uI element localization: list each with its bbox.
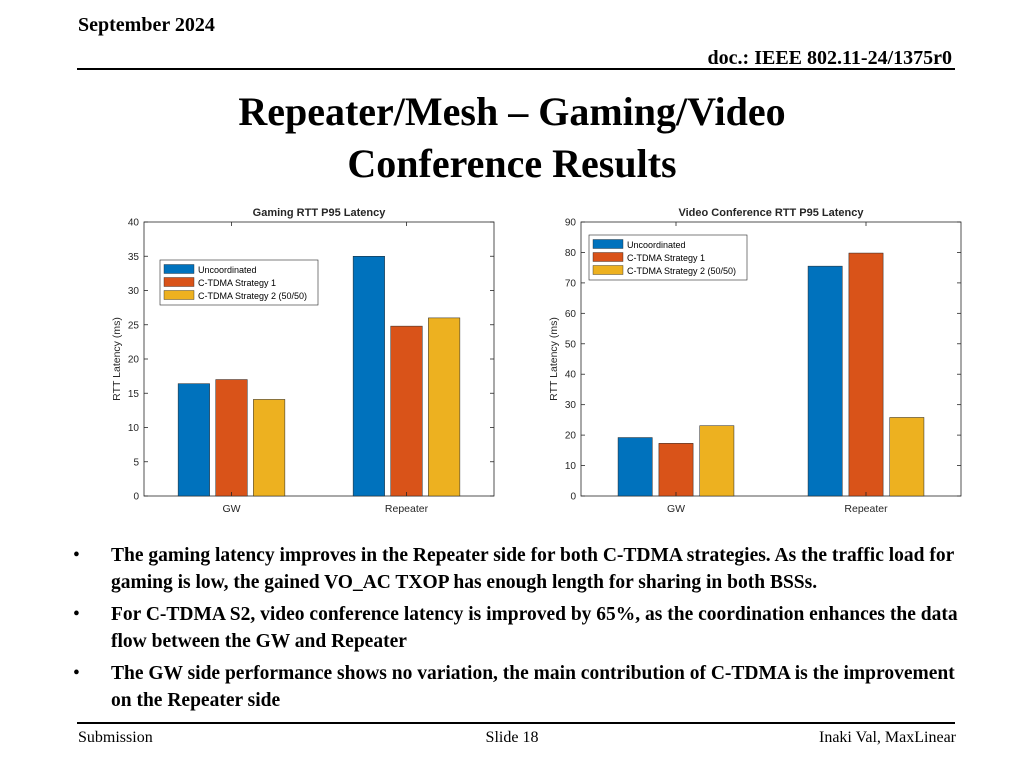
legend-label: C-TDMA Strategy 1 — [198, 278, 276, 288]
y-tick-label: 35 — [128, 252, 140, 263]
y-tick-label: 0 — [570, 492, 576, 503]
legend-swatch — [592, 252, 624, 262]
footer-submission: Submission — [78, 729, 153, 746]
legend-label: C-TDMA Strategy 2 (50/50) — [627, 266, 736, 276]
y-axis-label: RTT Latency (ms) — [111, 317, 123, 401]
bar-c-tdma-strategy-1-gw — [215, 379, 248, 497]
y-tick-label: 40 — [128, 218, 140, 229]
y-axis-label: RTT Latency (ms) — [548, 317, 560, 401]
bar-c-tdma-strategy-2-50-50--gw — [253, 399, 286, 497]
y-tick-label: 60 — [565, 309, 577, 320]
bullet-symbol: • — [73, 663, 80, 684]
video-conference-latency-chart: Video Conference RTT P95 Latency 0 10 20 30 4… — [543, 200, 963, 520]
header-rule — [77, 68, 955, 70]
results-bullet-list: • The gaming latency improves in the Repe… — [73, 542, 973, 719]
bullet-text: The GW side performance shows no variati… — [111, 663, 955, 711]
slide-title-line-2: Conference Results — [347, 141, 677, 186]
legend-label: Uncoordinated — [627, 240, 686, 250]
y-tick-label: 70 — [565, 278, 577, 289]
footer-author: Inaki Val, MaxLinear — [819, 729, 956, 746]
y-tick-label: 10 — [565, 461, 577, 472]
y-tick-label: 15 — [128, 389, 140, 400]
bar-c-tdma-strategy-1-gw — [658, 443, 694, 497]
bullet-text: The gaming latency improves in the Repea… — [111, 545, 954, 593]
footer-rule — [77, 722, 955, 724]
legend-swatch — [592, 239, 624, 249]
video-conference-latency-chart-svg: Video Conference RTT P95 Latency 0 10 20 30 4… — [548, 207, 962, 515]
bullet-item: • The gaming latency improves in the Repe… — [73, 542, 973, 596]
bar-c-tdma-strategy-2-50-50--repeater — [428, 317, 461, 497]
y-tick-label: 5 — [133, 457, 139, 468]
x-tick-label: GW — [222, 503, 240, 515]
bar-uncoordinated-repeater — [807, 265, 843, 497]
y-tick-label: 30 — [128, 286, 140, 297]
bullet-item: • For C-TDMA S2, video conference latency… — [73, 601, 973, 655]
legend-swatch — [592, 265, 624, 275]
y-tick-label: 10 — [128, 423, 140, 434]
y-tick-label: 50 — [565, 339, 577, 350]
gaming-latency-chart-svg: Gaming RTT P95 Latency 0 5 10 15 20 25 30 35 40 RT… — [111, 207, 495, 515]
y-tick-label: 80 — [565, 248, 577, 259]
y-tick-label: 25 — [128, 320, 140, 331]
gaming-latency-chart: Gaming RTT P95 Latency 0 5 10 15 20 25 30 35 40 RT… — [106, 200, 496, 520]
bar-c-tdma-strategy-2-50-50--repeater — [889, 417, 925, 497]
y-tick-label: 30 — [565, 400, 577, 411]
legend-swatch — [163, 290, 195, 300]
bar-uncoordinated-gw — [177, 383, 210, 497]
slide-title-line-1: Repeater/Mesh – Gaming/Video — [238, 89, 786, 134]
x-tick-label: Repeater — [385, 503, 429, 515]
bullet-text: For C-TDMA S2, video conference latency … — [111, 604, 958, 652]
header-doc-id: doc.: IEEE 802.11-24/1375r0 — [707, 47, 952, 69]
bar-uncoordinated-repeater — [352, 256, 385, 497]
y-tick-label: 20 — [128, 355, 140, 366]
bar-c-tdma-strategy-2-50-50--gw — [699, 425, 735, 497]
slide-title: Repeater/Mesh – Gaming/Video Conference … — [0, 86, 1024, 190]
legend-label: Uncoordinated — [198, 265, 257, 275]
legend-label: C-TDMA Strategy 2 (50/50) — [198, 291, 307, 301]
chart-title: Video Conference RTT P95 Latency — [678, 207, 864, 219]
bullet-symbol: • — [73, 604, 80, 625]
legend-swatch — [163, 264, 195, 274]
y-tick-label: 90 — [565, 218, 577, 229]
bullet-item: • The GW side performance shows no variat… — [73, 660, 973, 714]
bullet-symbol: • — [73, 545, 80, 566]
y-tick-label: 40 — [565, 370, 577, 381]
bar-uncoordinated-gw — [617, 437, 653, 497]
y-tick-label: 0 — [133, 492, 139, 503]
x-tick-label: GW — [667, 503, 685, 515]
chart-title: Gaming RTT P95 Latency — [253, 207, 387, 219]
footer-slide-number: Slide 18 — [485, 729, 539, 746]
legend-swatch — [163, 277, 195, 287]
bar-c-tdma-strategy-1-repeater — [848, 252, 884, 497]
bar-c-tdma-strategy-1-repeater — [390, 325, 423, 497]
header-date: September 2024 — [78, 14, 215, 36]
x-tick-label: Repeater — [844, 503, 888, 515]
y-tick-label: 20 — [565, 431, 577, 442]
legend-label: C-TDMA Strategy 1 — [627, 253, 705, 263]
